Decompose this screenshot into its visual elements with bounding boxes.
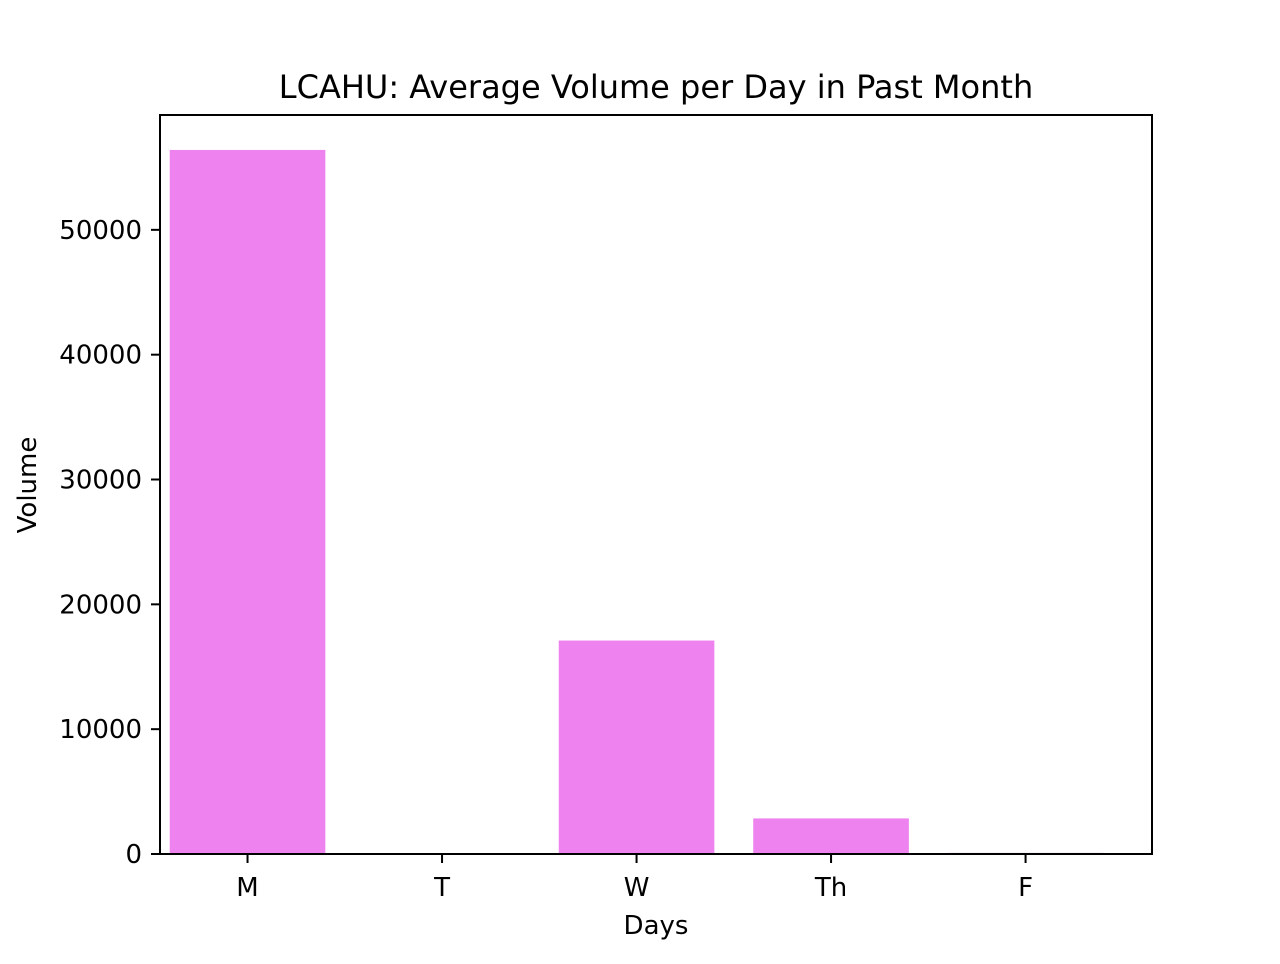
x-tick-label: F [1018,873,1033,903]
x-axis-label: Days [624,911,689,941]
bar-w [558,640,715,854]
bars-layer [169,149,1104,854]
bar-th [753,818,909,854]
y-axis-ticks: 0 10000 20000 30000 40000 50000 [59,216,160,870]
x-axis-ticks: M T W Th F [236,854,1033,903]
x-tick-label: M [236,873,258,903]
y-tick-label: 0 [125,840,142,870]
y-tick-label: 20000 [59,590,142,620]
plot-area-frame [159,114,1153,855]
y-axis-label: Volume [13,437,43,534]
x-tick-label: T [433,873,450,903]
y-tick-label: 30000 [59,466,142,496]
x-tick-label: Th [814,873,847,903]
y-tick-label: 40000 [59,341,142,371]
chart-title: LCAHU: Average Volume per Day in Past Mo… [279,68,1033,106]
bar-m [169,149,326,854]
y-tick-label: 10000 [59,715,142,745]
y-tick-label: 50000 [59,216,142,246]
x-tick-label: W [624,873,650,903]
